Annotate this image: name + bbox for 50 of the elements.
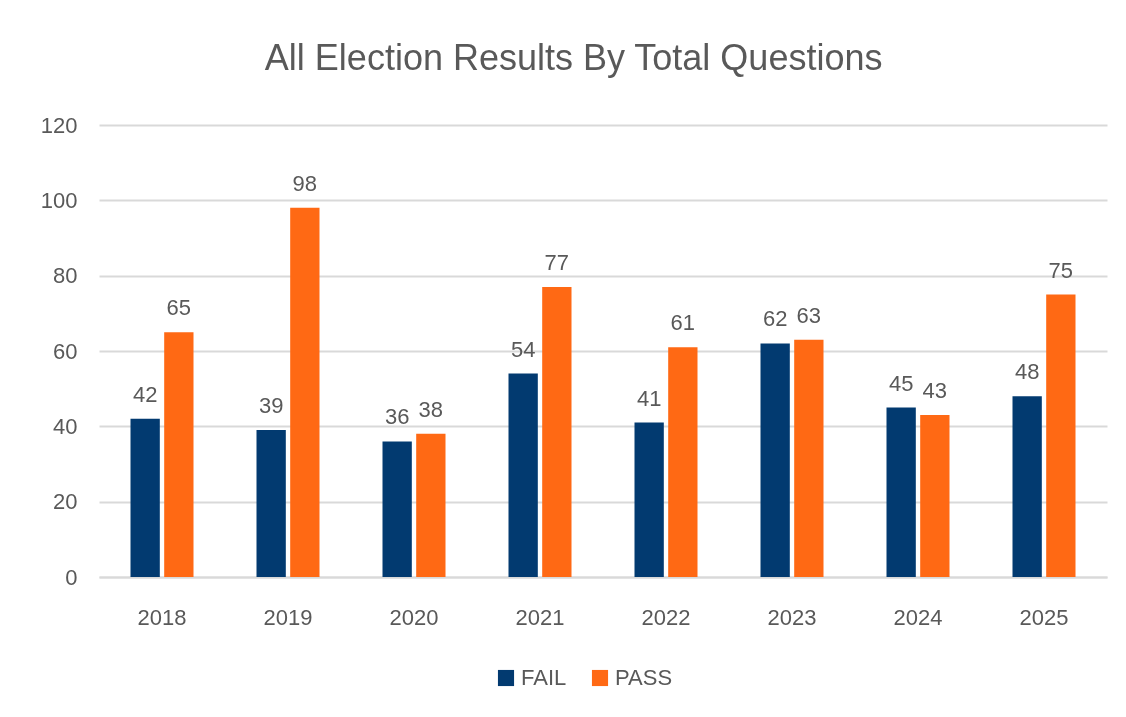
bar bbox=[920, 415, 950, 577]
data-label: 63 bbox=[796, 302, 822, 328]
data-label: 39 bbox=[258, 393, 284, 419]
data-label: 77 bbox=[544, 249, 570, 275]
y-tick-label: 60 bbox=[53, 338, 78, 364]
y-tick-label: 20 bbox=[53, 489, 78, 515]
bar bbox=[1012, 396, 1042, 577]
bar bbox=[1046, 294, 1076, 577]
legend-label: PASS bbox=[615, 665, 673, 690]
bar bbox=[256, 430, 286, 577]
bar bbox=[508, 373, 538, 577]
y-tick-label: 0 bbox=[65, 564, 78, 590]
data-label: 65 bbox=[166, 295, 192, 321]
chart-title: All Election Results By Total Questions bbox=[264, 37, 883, 78]
data-label: 36 bbox=[384, 404, 410, 430]
x-tick-label: 2021 bbox=[515, 604, 565, 630]
bar bbox=[130, 418, 160, 577]
data-label: 43 bbox=[922, 378, 948, 404]
x-tick-label: 2019 bbox=[263, 604, 313, 630]
data-label: 98 bbox=[292, 170, 318, 196]
data-label: 54 bbox=[510, 336, 536, 362]
y-tick-label: 40 bbox=[53, 413, 78, 439]
x-tick-label: 2025 bbox=[1019, 604, 1069, 630]
legend-label: FAIL bbox=[521, 665, 567, 690]
x-tick-label: 2020 bbox=[389, 604, 439, 630]
data-label: 62 bbox=[762, 306, 788, 332]
data-label: 45 bbox=[888, 370, 914, 396]
data-label: 42 bbox=[132, 381, 158, 407]
data-label: 41 bbox=[636, 385, 662, 411]
bar bbox=[634, 422, 664, 577]
data-label: 48 bbox=[1014, 359, 1040, 385]
x-tick-label: 2024 bbox=[893, 604, 943, 630]
y-tick-label: 100 bbox=[40, 187, 78, 213]
bar bbox=[416, 433, 446, 577]
data-label: 75 bbox=[1048, 257, 1074, 283]
y-tick-label: 80 bbox=[53, 263, 78, 289]
bar bbox=[886, 407, 916, 577]
bar bbox=[290, 207, 320, 577]
x-tick-label: 2022 bbox=[641, 604, 691, 630]
bar bbox=[760, 343, 790, 577]
bar bbox=[164, 332, 194, 577]
bar bbox=[668, 347, 698, 577]
bar bbox=[382, 441, 412, 577]
data-label: 61 bbox=[670, 310, 696, 336]
bar bbox=[794, 339, 824, 577]
y-tick-label: 120 bbox=[40, 112, 78, 138]
x-tick-label: 2023 bbox=[767, 604, 817, 630]
x-tick-label: 2018 bbox=[137, 604, 187, 630]
data-label: 38 bbox=[418, 396, 444, 422]
bar bbox=[542, 286, 572, 577]
